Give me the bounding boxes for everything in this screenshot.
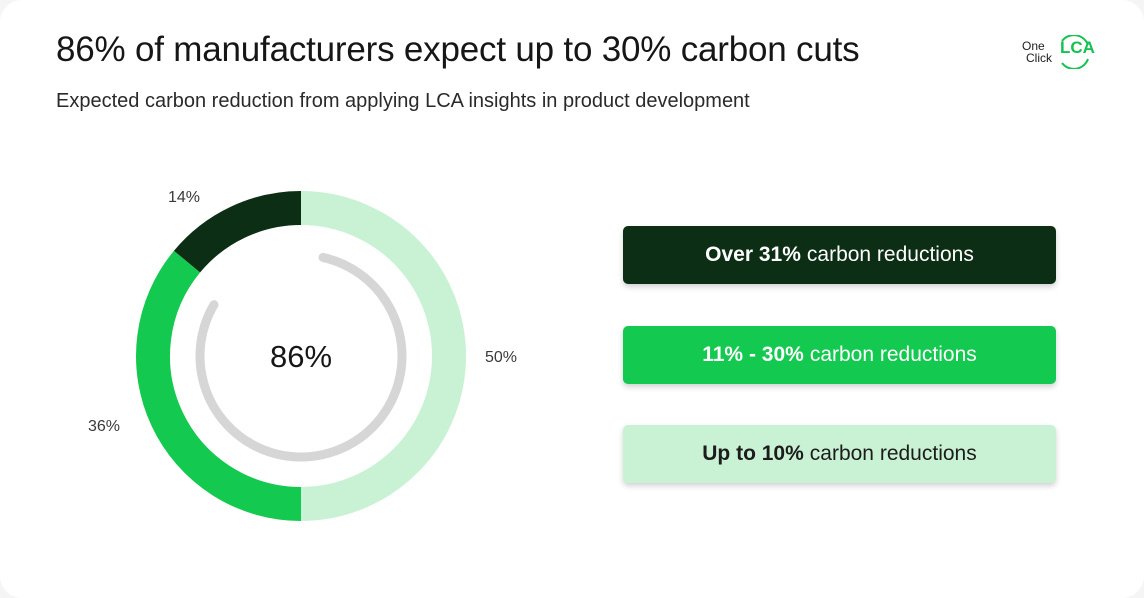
legend-item-11-to-30: 11% - 30% carbon reductions <box>623 326 1056 384</box>
value-label-11-to-30: 36% <box>88 418 120 435</box>
legend-item-label: carbon reductions <box>806 243 974 266</box>
chart-title: 86% of manufacturers expect up to 30% ca… <box>56 30 860 69</box>
logo-word-lca: LCA <box>1060 38 1095 57</box>
inner-progress-arc <box>195 252 407 462</box>
donut-chart: 86% 14% 36% 50% <box>88 189 517 521</box>
value-label-over-31: 14% <box>168 189 200 206</box>
legend-item-label: carbon reductions <box>809 343 977 366</box>
legend-item-up-to-10: Up to 10% carbon reductions <box>623 425 1056 483</box>
legend-item-over-31: Over 31% carbon reductions <box>623 226 1056 284</box>
donut-slice-over-31 <box>173 191 302 273</box>
legend-item-bold-label: 11% - 30% <box>702 343 804 366</box>
donut-slice-11-to-30 <box>136 250 302 521</box>
legend-item-label: carbon reductions <box>809 442 977 465</box>
value-label-up-to-10: 50% <box>485 349 517 366</box>
logo-word-click: Click <box>1026 51 1052 65</box>
chart-subtitle: Expected carbon reduction from applying … <box>56 90 750 112</box>
logo-word-one: One <box>1022 39 1045 53</box>
legend-item-bold-label: Over 31% <box>705 243 801 266</box>
donut-slice-up-to-10 <box>300 191 466 521</box>
logo-ring-icon <box>1061 35 1089 69</box>
donut-center-label: 86% <box>270 339 332 374</box>
one-click-lca-logo: One Click LCA <box>1020 35 1095 69</box>
legend-item-bold-label: Up to 10% <box>702 442 804 465</box>
